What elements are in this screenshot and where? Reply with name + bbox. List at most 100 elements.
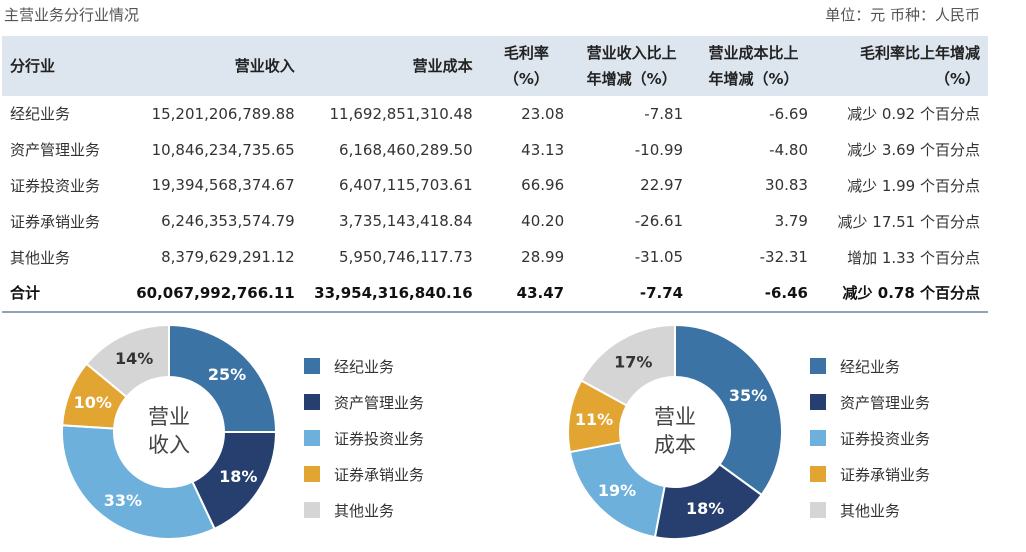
legend-swatch [304, 466, 320, 482]
cell-margin-change: 减少 1.99 个百分点 [847, 176, 980, 195]
legend-label: 其他业务 [840, 501, 901, 520]
legend-label: 资产管理业务 [334, 393, 425, 412]
cell-revenue: 19,394,568,374.67 [151, 176, 295, 195]
slice-label: 18% [219, 467, 257, 486]
legend-item: 经纪业务 [304, 348, 424, 384]
table-header-row: 分行业 营业收入 营业成本 毛利率 （%） 营业收入比上 年增减（%） 营业成本比上… [2, 36, 988, 96]
legend-item: 其他业务 [810, 492, 930, 528]
cell-revenue-change: 22.97 [640, 176, 684, 195]
legend-swatch [810, 466, 826, 482]
legend-item: 经纪业务 [810, 348, 930, 384]
center-label-line2: 收入 [148, 433, 190, 457]
legend-label: 证券投资业务 [334, 429, 425, 448]
cell-margin-change: 增加 1.33 个百分点 [847, 248, 980, 267]
legend-swatch [810, 430, 826, 446]
cell-segment: 合计 [10, 284, 41, 303]
legend-item: 证券承销业务 [810, 456, 930, 492]
slice-label: 14% [115, 349, 153, 368]
legend-swatch [304, 430, 320, 446]
slice-label: 19% [598, 481, 636, 500]
cell-cost-change: -6.69 [769, 104, 808, 123]
header-segment: 分行业 [10, 57, 56, 75]
cell-gross-margin: 40.20 [521, 212, 565, 231]
header-revenue: 营业收入 [234, 57, 295, 75]
cell-gross-margin: 43.13 [521, 140, 565, 159]
legend-swatch [810, 358, 826, 374]
legend-label: 经纪业务 [334, 357, 395, 376]
unit-note: 单位：元 币种：人民币 [825, 6, 980, 24]
legend-item: 其他业务 [304, 492, 424, 528]
legend-swatch [810, 502, 826, 518]
cost-legend: 经纪业务 资产管理业务 证券投资业务 证券承销业务 其他业务 [810, 348, 930, 528]
cell-revenue-change: -26.61 [634, 212, 684, 231]
table-row: 证券承销业务 6,246,353,574.79 3,735,143,418.84… [2, 203, 988, 239]
cost-chart: 35% 18% 19% 11% 17% 营业 成本 经纪业务 资产管理业务 证券投资业务… [506, 318, 1006, 548]
cost-donut: 35% 18% 19% 11% 17% 营业 成本 [567, 323, 783, 540]
legend-label: 证券承销业务 [334, 465, 425, 484]
center-label-line2: 成本 [654, 433, 696, 457]
legend-label: 资产管理业务 [840, 393, 931, 412]
cell-revenue: 60,067,992,766.11 [136, 283, 295, 302]
header-margin-change: 毛利率比上年增减 （%） [859, 44, 980, 88]
table-row: 资产管理业务 10,846,234,735.65 6,168,460,289.5… [2, 132, 988, 168]
legend-item: 证券承销业务 [304, 456, 424, 492]
cell-gross-margin: 66.96 [521, 176, 565, 195]
legend-label: 经纪业务 [840, 357, 901, 376]
cell-segment: 其他业务 [10, 248, 71, 267]
legend-item: 证券投资业务 [810, 420, 930, 456]
header-cost: 营业成本 [412, 57, 473, 75]
legend-label: 其他业务 [334, 501, 395, 520]
cell-cost: 33,954,316,840.16 [314, 283, 473, 302]
cell-revenue-change: -7.74 [639, 283, 684, 302]
header-revenue-change: 营业收入比上 年增减（%） [586, 44, 677, 88]
table-row: 经纪业务 15,201,206,789.88 11,692,851,310.48… [2, 96, 988, 132]
slice-label: 17% [614, 352, 652, 371]
cell-gross-margin: 23.08 [521, 104, 565, 123]
legend-item: 资产管理业务 [810, 384, 930, 420]
legend-label: 证券投资业务 [840, 429, 931, 448]
donut-slice [579, 323, 676, 407]
slice-label: 25% [208, 365, 246, 384]
cell-cost-change: -4.80 [769, 140, 808, 159]
cell-segment: 经纪业务 [10, 105, 71, 124]
cell-cost-change: 3.79 [774, 212, 808, 231]
legend-item: 资产管理业务 [304, 384, 424, 420]
cell-revenue-change: -10.99 [634, 140, 684, 159]
cell-segment: 证券承销业务 [10, 212, 101, 231]
cell-cost-change: -6.46 [764, 283, 808, 302]
cell-cost: 6,168,460,289.50 [339, 140, 473, 159]
cell-revenue-change: -7.81 [644, 104, 684, 123]
cell-margin-change: 减少 0.78 个百分点 [842, 284, 980, 303]
cell-segment: 证券投资业务 [10, 176, 101, 195]
legend-swatch [304, 358, 320, 374]
cell-cost: 5,950,746,117.73 [339, 248, 473, 267]
cell-revenue: 15,201,206,789.88 [151, 104, 295, 123]
revenue-donut: 25% 18% 33% 10% 14% 营业 收入 [61, 323, 278, 540]
legend-item: 证券投资业务 [304, 420, 424, 456]
legend-label: 证券承销业务 [840, 465, 931, 484]
cell-revenue-change: -31.05 [634, 248, 684, 267]
cell-cost: 6,407,115,703.61 [339, 176, 473, 195]
slice-label: 10% [74, 393, 112, 412]
cell-margin-change: 减少 17.51 个百分点 [837, 212, 980, 231]
slice-label: 35% [729, 386, 767, 405]
slice-label: 33% [104, 491, 142, 510]
legend-swatch [304, 394, 320, 410]
header-cost-change: 营业成本比上 年增减（%） [708, 44, 799, 88]
cell-cost: 11,692,851,310.48 [329, 104, 473, 123]
cell-gross-margin: 43.47 [516, 283, 565, 302]
cell-cost-change: 30.83 [765, 176, 808, 195]
cell-gross-margin: 28.99 [521, 248, 565, 267]
cell-cost: 3,735,143,418.84 [339, 212, 473, 231]
business-table: 分行业 营业收入 营业成本 毛利率 （%） 营业收入比上 年增减（%） 营业成本比上… [2, 36, 988, 313]
table-total-row: 合计 60,067,992,766.11 33,954,316,840.16 4… [2, 275, 988, 312]
cell-cost-change: -32.31 [759, 248, 808, 267]
cell-revenue: 8,379,629,291.12 [161, 248, 295, 267]
center-label-line1: 营业 [654, 405, 696, 429]
revenue-legend: 经纪业务 资产管理业务 证券投资业务 证券承销业务 其他业务 [304, 348, 424, 528]
cell-revenue: 10,846,234,735.65 [151, 140, 295, 159]
table-row: 证券投资业务 19,394,568,374.67 6,407,115,703.6… [2, 168, 988, 204]
slice-label: 11% [575, 410, 613, 429]
cell-margin-change: 减少 3.69 个百分点 [847, 141, 980, 160]
legend-swatch [304, 502, 320, 518]
